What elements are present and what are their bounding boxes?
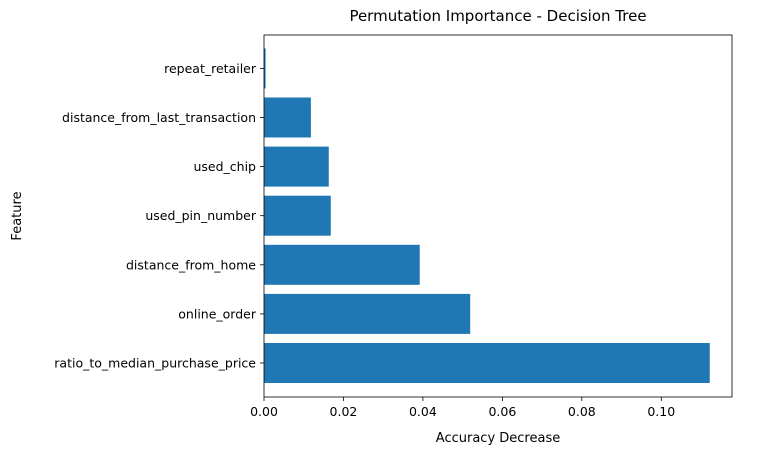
y-tick-label-online-order: online_order xyxy=(178,306,257,321)
x-tick-label: 0.10 xyxy=(647,404,675,419)
bar-used-pin-number xyxy=(264,195,331,236)
bar-repeat-retailer xyxy=(264,48,266,89)
chart-title: Permutation Importance - Decision Tree xyxy=(349,7,646,25)
y-axis-label: Feature xyxy=(10,191,25,240)
y-tick-label-used-pin-number: used_pin_number xyxy=(145,208,257,223)
y-tick-label-distance-from-last-transaction: distance_from_last_transaction xyxy=(62,110,256,125)
x-axis-ticks: 0.00 0.02 0.04 0.06 0.08 0.10 xyxy=(250,397,675,419)
x-tick-label: 0.04 xyxy=(409,404,437,419)
x-axis-label: Accuracy Decrease xyxy=(436,431,560,446)
y-tick-label-distance-from-home: distance_from_home xyxy=(126,257,256,272)
bar-ratio-to-median-purchase-price xyxy=(264,343,710,383)
bars-group xyxy=(264,48,710,383)
bar-online-order xyxy=(264,293,471,334)
x-tick-label: 0.02 xyxy=(330,404,358,419)
x-tick-label: 0.06 xyxy=(488,404,516,419)
plot-frame xyxy=(263,34,733,398)
y-tick-label-ratio-to-median-purchase-price: ratio_to_median_purchase_price xyxy=(54,356,256,371)
y-axis-ticks: ratio_to_median_purchase_price online_ord… xyxy=(54,61,264,371)
x-tick-label: 0.08 xyxy=(568,404,596,419)
y-tick-label-used-chip: used_chip xyxy=(193,159,256,174)
bar-distance-from-home xyxy=(264,244,420,285)
y-tick-label-repeat-retailer: repeat_retailer xyxy=(164,61,257,76)
bar-distance-from-last-transaction xyxy=(264,97,311,138)
bar-used-chip xyxy=(264,146,329,187)
x-tick-label: 0.00 xyxy=(250,404,278,419)
